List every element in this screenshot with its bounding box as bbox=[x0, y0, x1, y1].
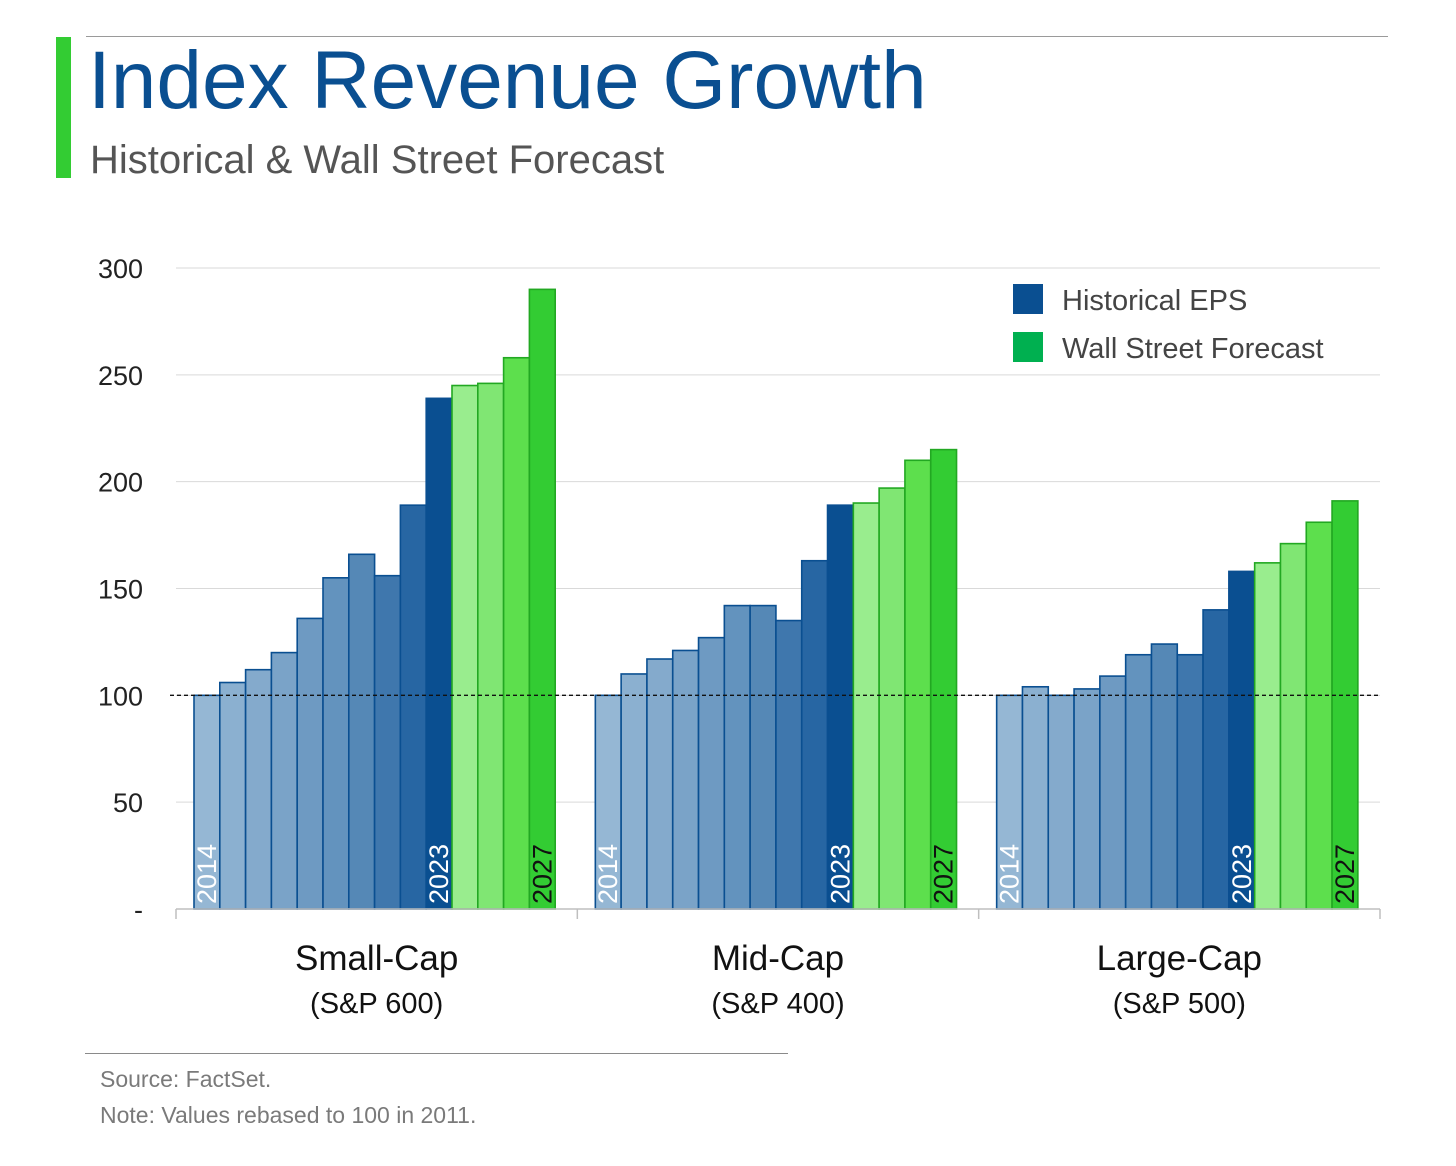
bar bbox=[502, 356, 531, 910]
year-label: 2023 bbox=[825, 844, 855, 904]
bar bbox=[1305, 521, 1333, 910]
bar bbox=[219, 681, 247, 910]
bar bbox=[373, 574, 402, 910]
source-note: Source: FactSet. bbox=[100, 1066, 272, 1092]
bar bbox=[1253, 562, 1282, 910]
year-label: 2014 bbox=[593, 844, 623, 904]
bar bbox=[671, 649, 700, 910]
legend-label: Historical EPS bbox=[1062, 285, 1247, 317]
bar bbox=[775, 619, 803, 910]
y-tick-label: - bbox=[134, 895, 143, 925]
category-label: Large-Cap bbox=[1097, 939, 1262, 978]
bar bbox=[322, 577, 350, 910]
y-tick-label: 150 bbox=[98, 575, 143, 605]
bar bbox=[476, 382, 505, 910]
category-label: Mid-Cap bbox=[712, 939, 844, 978]
year-label: 2023 bbox=[1227, 844, 1257, 904]
chart-title: Index Revenue Growth bbox=[88, 35, 927, 126]
bar bbox=[1331, 500, 1359, 910]
bar bbox=[1150, 643, 1179, 910]
bar bbox=[800, 559, 829, 910]
legend-swatch bbox=[1013, 284, 1043, 314]
year-label: 2023 bbox=[424, 844, 454, 904]
y-tick-label: 200 bbox=[98, 468, 143, 498]
year-label: 2027 bbox=[929, 844, 959, 904]
category-index-label: (S&P 500) bbox=[1113, 988, 1246, 1020]
year-label: 2014 bbox=[192, 844, 222, 904]
y-tick-label: 100 bbox=[98, 681, 143, 711]
footer-rule bbox=[85, 1053, 788, 1054]
bar bbox=[749, 604, 777, 910]
year-label: 2027 bbox=[1330, 844, 1360, 904]
bars: 2014 2023 2027 2014 2023 2027 2014 2023 2027 bbox=[192, 288, 1360, 910]
chart-subtitle: Historical & Wall Street Forecast bbox=[90, 138, 665, 182]
bar bbox=[878, 487, 906, 910]
bar bbox=[451, 384, 479, 910]
bar bbox=[296, 617, 324, 910]
axes: - 50 100 150 200 250 300 Small-Cap (S&P 600) Mid-… bbox=[98, 254, 1381, 1020]
y-tick-label: 250 bbox=[98, 361, 143, 391]
y-tick-label: 50 bbox=[113, 788, 143, 818]
bar bbox=[723, 604, 751, 910]
title-accent-bar bbox=[56, 37, 71, 178]
bar bbox=[270, 651, 298, 910]
bar bbox=[244, 668, 273, 910]
bar bbox=[620, 673, 648, 910]
bar bbox=[697, 636, 726, 910]
bar bbox=[1176, 653, 1204, 910]
y-tick-label: 300 bbox=[98, 254, 143, 284]
bar bbox=[929, 448, 958, 910]
bar bbox=[1047, 694, 1075, 910]
bar bbox=[399, 504, 427, 910]
category-label: Small-Cap bbox=[295, 939, 458, 978]
bar bbox=[646, 658, 674, 910]
bar bbox=[1099, 675, 1127, 910]
legend-label: Wall Street Forecast bbox=[1062, 333, 1324, 365]
category-index-label: (S&P 400) bbox=[711, 988, 844, 1020]
year-label: 2014 bbox=[995, 844, 1025, 904]
bar bbox=[904, 459, 932, 910]
top-rule bbox=[86, 36, 1388, 37]
bar bbox=[852, 502, 880, 910]
legend-swatch bbox=[1013, 332, 1043, 362]
bar bbox=[347, 553, 376, 910]
bar bbox=[1202, 609, 1230, 910]
rebase-note: Note: Values rebased to 100 in 2011. bbox=[100, 1102, 477, 1128]
bar bbox=[1124, 653, 1153, 910]
bar bbox=[528, 288, 557, 910]
bar bbox=[1279, 542, 1308, 910]
category-index-label: (S&P 600) bbox=[310, 988, 443, 1020]
bar bbox=[425, 397, 453, 910]
year-label: 2027 bbox=[527, 844, 557, 904]
bar bbox=[1021, 685, 1050, 910]
bar bbox=[1073, 688, 1101, 910]
legend: Historical EPS Wall Street Forecast bbox=[1013, 284, 1324, 365]
